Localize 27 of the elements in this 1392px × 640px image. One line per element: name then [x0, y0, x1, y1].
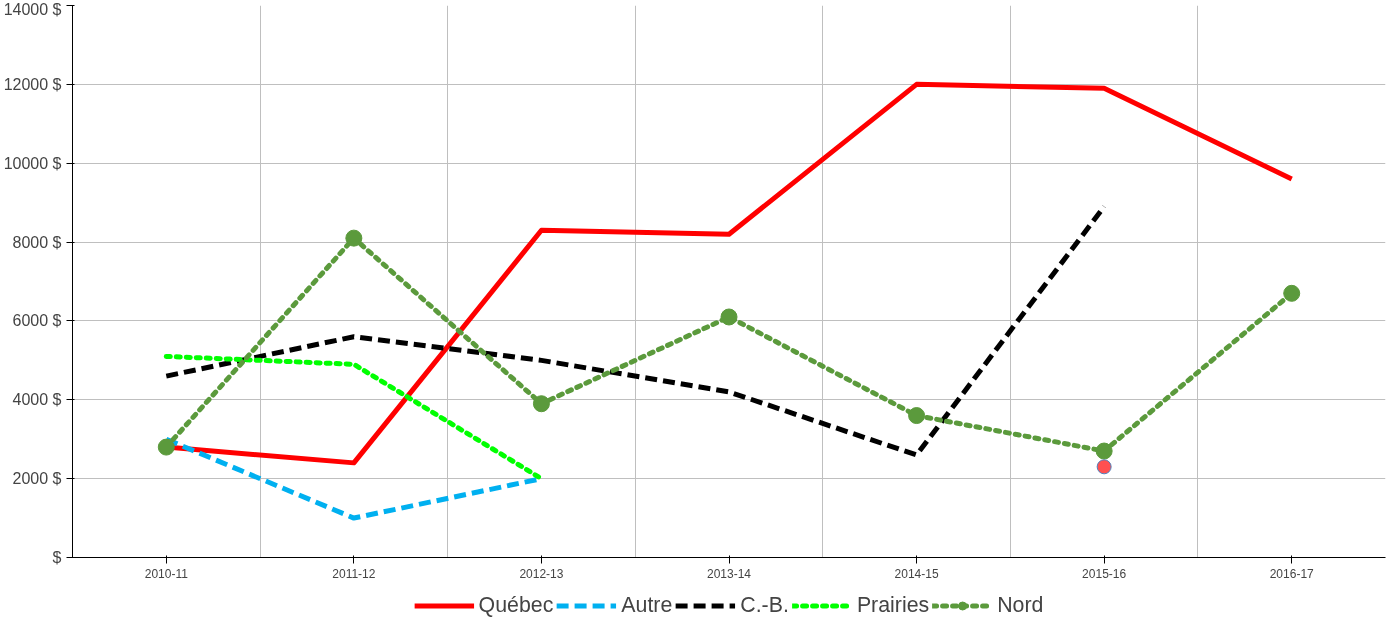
y-tick-label: 8000 $ — [12, 233, 62, 251]
legend-label: Québec — [478, 592, 554, 618]
y-tick-label: $ — [52, 549, 62, 566]
point — [1095, 442, 1113, 460]
legend-label: Autre — [621, 592, 673, 618]
point — [532, 395, 550, 413]
y-tick-label: 10000 $ — [3, 154, 62, 172]
y-tick-label: 14000 $ — [3, 0, 62, 18]
legend-label: Nord — [997, 592, 1044, 618]
x-tick-label: 2016-17 — [1269, 566, 1315, 581]
x-tick-label: 2015-16 — [1082, 566, 1127, 581]
y-tick-label: 12000 $ — [3, 75, 62, 93]
x-tick-label: 2012-13 — [519, 566, 564, 581]
x-tick-label: 2013-14 — [706, 566, 752, 581]
point — [345, 229, 363, 247]
point — [720, 308, 738, 326]
x-tick-label: 2011-12 — [332, 566, 376, 581]
x-tick-label: 2010-11 — [144, 566, 189, 581]
y-tick-label: 6000 $ — [12, 312, 62, 330]
legend-label: Prairies — [856, 592, 930, 618]
legend-label: C.-B. — [740, 592, 789, 618]
x-tick-label: 2014-15 — [894, 566, 939, 581]
point — [908, 407, 926, 425]
point — [157, 438, 175, 456]
point — [1283, 284, 1301, 302]
y-tick-label: 4000 $ — [12, 391, 62, 409]
y-tick-label: 2000 $ — [12, 470, 62, 488]
